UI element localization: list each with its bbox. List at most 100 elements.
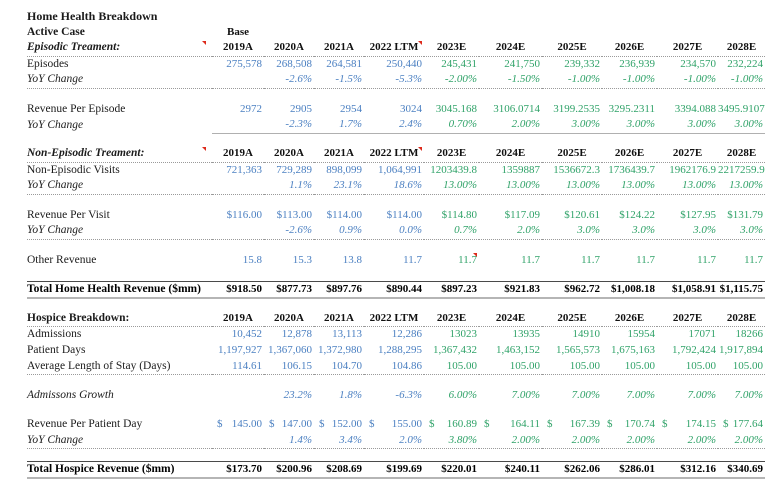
cell-revenue-per-episode-yoy-2020A[interactable]: -2.3% (264, 117, 314, 134)
cell-episodes-2025E[interactable]: 239,332 (564, 57, 600, 70)
cell-revenue-per-patient-day-2027E[interactable]: $174.15 (657, 417, 718, 433)
cell-total-hospice-2021A[interactable]: $208.69 (314, 461, 364, 479)
cell-revenue-per-episode-yoy-2025E[interactable]: 3.00% (542, 117, 602, 134)
cell-admissions-2027E[interactable]: 17071 (688, 328, 717, 341)
cell-total-hospice-2022 LTM[interactable]: $199.69 (364, 461, 424, 479)
label-revenue-per-episode[interactable]: Revenue Per Episode (27, 102, 126, 115)
cell-total-hospice-2024E[interactable]: $240.11 (479, 461, 542, 479)
cell-non-episodic-header-2023E[interactable]: 2023E (424, 146, 479, 163)
cell-patient-days-2028E[interactable]: 1,917,894 (719, 344, 763, 356)
cell-revenue-per-visit-2020A[interactable]: $113.00 (276, 208, 312, 221)
label-non-episodic-visits-yoy[interactable]: YoY Change (27, 178, 212, 195)
cell-admissions-growth-2026E[interactable]: 7.00% (626, 389, 655, 401)
cell-episodes-2022 LTM[interactable]: 250,440 (386, 57, 422, 70)
cell-total-home-health-2025E[interactable]: $962.72 (542, 280, 602, 299)
label-revenue-per-patient-day-yoy[interactable]: YoY Change (27, 432, 212, 449)
cell-other-revenue-2025E[interactable]: 11.7 (581, 253, 600, 266)
cell-non-episodic-visits-2024E[interactable]: 1359887 (501, 163, 541, 176)
cell-revenue-per-visit-2027E[interactable]: $127.95 (680, 208, 716, 221)
cell-avg-length-of-stay-2019A[interactable]: 114.61 (212, 358, 264, 375)
cell-admissions-growth-2021A[interactable]: 1.8% (339, 389, 362, 401)
cell-non-episodic-header-2024E[interactable]: 2024E (479, 146, 542, 163)
cell-revenue-per-episode-yoy-2021A[interactable]: 1.7% (314, 117, 364, 134)
label-revenue-per-patient-day[interactable]: Revenue Per Patient Day (27, 418, 143, 430)
cell-active-case-2025E[interactable] (542, 24, 602, 40)
cell-total-hospice-2019A[interactable]: $173.70 (212, 461, 264, 479)
cell-revenue-per-episode-2026E[interactable]: 3295.2311 (608, 102, 655, 115)
cell-revenue-per-episode-2022 LTM[interactable]: 3024 (400, 102, 422, 115)
cell-admissions-growth-2025E[interactable]: 7.00% (571, 389, 600, 401)
cell-non-episodic-visits-yoy-2025E[interactable]: 13.00% (542, 178, 602, 195)
cell-admissions-growth-2023E[interactable]: 6.00% (448, 389, 477, 401)
cell-admissions-growth-2019A[interactable] (212, 388, 264, 404)
cell-non-episodic-header-2021A[interactable]: 2021A (314, 146, 364, 163)
cell-non-episodic-visits-2028E[interactable]: 2217259.9 (718, 163, 765, 176)
cell-admissions-2026E[interactable]: 15954 (627, 328, 656, 341)
cell-admissions-2022 LTM[interactable]: 12,286 (391, 328, 422, 341)
cell-total-home-health-2020A[interactable]: $877.73 (264, 280, 314, 299)
cell-revenue-per-patient-day-yoy-2020A[interactable]: 1.4% (264, 432, 314, 449)
cell-avg-length-of-stay-2027E[interactable]: 105.00 (657, 358, 718, 375)
cell-revenue-per-patient-day-yoy-2028E[interactable]: 2.00% (718, 432, 765, 449)
cell-non-episodic-visits-yoy-2022 LTM[interactable]: 18.6% (364, 178, 424, 195)
cell-patient-days-2019A[interactable]: 1,197,927 (218, 344, 262, 356)
cell-other-revenue-2022 LTM[interactable]: 11.7 (403, 253, 422, 266)
cell-non-episodic-visits-2023E[interactable]: 1203439.8 (430, 163, 477, 176)
cell-non-episodic-visits-2025E[interactable]: 1536672.3 (553, 163, 600, 176)
cell-hospice-header-2025E[interactable]: 2025E (542, 310, 602, 327)
cell-non-episodic-visits-yoy-2027E[interactable]: 13.00% (657, 178, 718, 195)
cell-episodes-2020A[interactable]: 268,508 (276, 57, 312, 70)
cell-active-case-2022 LTM[interactable] (364, 24, 424, 40)
cell-revenue-per-patient-day-yoy-2022 LTM[interactable]: 2.0% (364, 432, 424, 449)
cell-other-revenue-2019A[interactable]: 15.8 (242, 253, 262, 266)
label-non-episodic-header[interactable]: Non-Episodic Treament: (27, 146, 212, 163)
cell-non-episodic-header-2026E[interactable]: 2026E (602, 146, 657, 163)
cell-active-case-2020A[interactable] (264, 24, 314, 40)
cell-revenue-per-visit-2024E[interactable]: $117.09 (504, 208, 540, 221)
cell-total-hospice-2023E[interactable]: $220.01 (424, 461, 479, 479)
cell-episodic-header-2026E[interactable]: 2026E (602, 40, 657, 57)
cell-admissions-growth-2022 LTM[interactable]: -6.3% (395, 389, 422, 401)
cell-revenue-per-episode-2028E[interactable]: 3495.9107 (718, 102, 765, 115)
cell-revenue-per-visit-yoy-2023E[interactable]: 0.7% (424, 223, 479, 240)
cell-revenue-per-visit-yoy-2022 LTM[interactable]: 0.0% (364, 223, 424, 240)
cell-revenue-per-patient-day-2024E[interactable]: $164.11 (479, 417, 542, 433)
cell-other-revenue-2020A[interactable]: 15.3 (292, 253, 312, 266)
cell-avg-length-of-stay-2026E[interactable]: 105.00 (602, 358, 657, 375)
cell-revenue-per-visit-yoy-2025E[interactable]: 3.0% (542, 223, 602, 240)
cell-episodes-2028E[interactable]: 232,224 (727, 57, 763, 70)
cell-episodes-2019A[interactable]: 275,578 (226, 57, 262, 70)
cell-revenue-per-patient-day-2023E[interactable]: $160.89 (424, 417, 479, 433)
cell-revenue-per-episode-yoy-2028E[interactable]: 3.00% (718, 117, 765, 134)
cell-active-case-2028E[interactable] (718, 24, 765, 40)
cell-revenue-per-visit-2021A[interactable]: $114.00 (326, 208, 362, 221)
cell-episodes-2021A[interactable]: 264,581 (326, 57, 362, 70)
cell-active-case-2021A[interactable] (314, 24, 364, 40)
cell-hospice-header-2022 LTM[interactable]: 2022 LTM (364, 310, 424, 327)
cell-admissions-growth-2024E[interactable]: 7.00% (511, 389, 540, 401)
cell-episodes-2026E[interactable]: 236,939 (619, 57, 655, 70)
cell-other-revenue-2028E[interactable]: 11.7 (744, 253, 763, 266)
cell-other-revenue-2024E[interactable]: 11.7 (521, 253, 540, 266)
cell-revenue-per-visit-2028E[interactable]: $131.79 (727, 208, 763, 221)
cell-revenue-per-patient-day-2025E[interactable]: $167.39 (542, 417, 602, 433)
cell-total-home-health-2022 LTM[interactable]: $890.44 (364, 280, 424, 299)
cell-revenue-per-episode-yoy-2024E[interactable]: 2.00% (479, 117, 542, 134)
cell-revenue-per-episode-2019A[interactable]: 2972 (240, 102, 262, 115)
cell-total-hospice-2025E[interactable]: $262.06 (542, 461, 602, 479)
cell-hospice-header-2028E[interactable]: 2028E (718, 310, 765, 327)
cell-revenue-per-patient-day-yoy-2026E[interactable]: 2.00% (602, 432, 657, 449)
cell-revenue-per-patient-day-yoy-2023E[interactable]: 3.80% (424, 432, 479, 449)
cell-revenue-per-episode-2023E[interactable]: 3045.168 (435, 102, 477, 115)
cell-admissions-2025E[interactable]: 14910 (572, 328, 601, 341)
cell-total-home-health-2024E[interactable]: $921.83 (479, 280, 542, 299)
cell-total-home-health-2026E[interactable]: $1,008.18 (602, 280, 657, 299)
label-non-episodic-visits[interactable]: Non-Episodic Visits (27, 163, 120, 176)
cell-revenue-per-visit-2023E[interactable]: $114.80 (441, 208, 477, 221)
label-revenue-per-episode-yoy[interactable]: YoY Change (27, 118, 84, 131)
cell-episodes-yoy-2021A[interactable]: -1.5% (314, 72, 364, 89)
cell-episodic-header-2021A[interactable]: 2021A (314, 40, 364, 57)
cell-revenue-per-episode-2024E[interactable]: 3106.0714 (493, 102, 540, 115)
cell-admissions-2020A[interactable]: 12,878 (281, 328, 312, 341)
cell-total-home-health-2021A[interactable]: $897.76 (314, 280, 364, 299)
